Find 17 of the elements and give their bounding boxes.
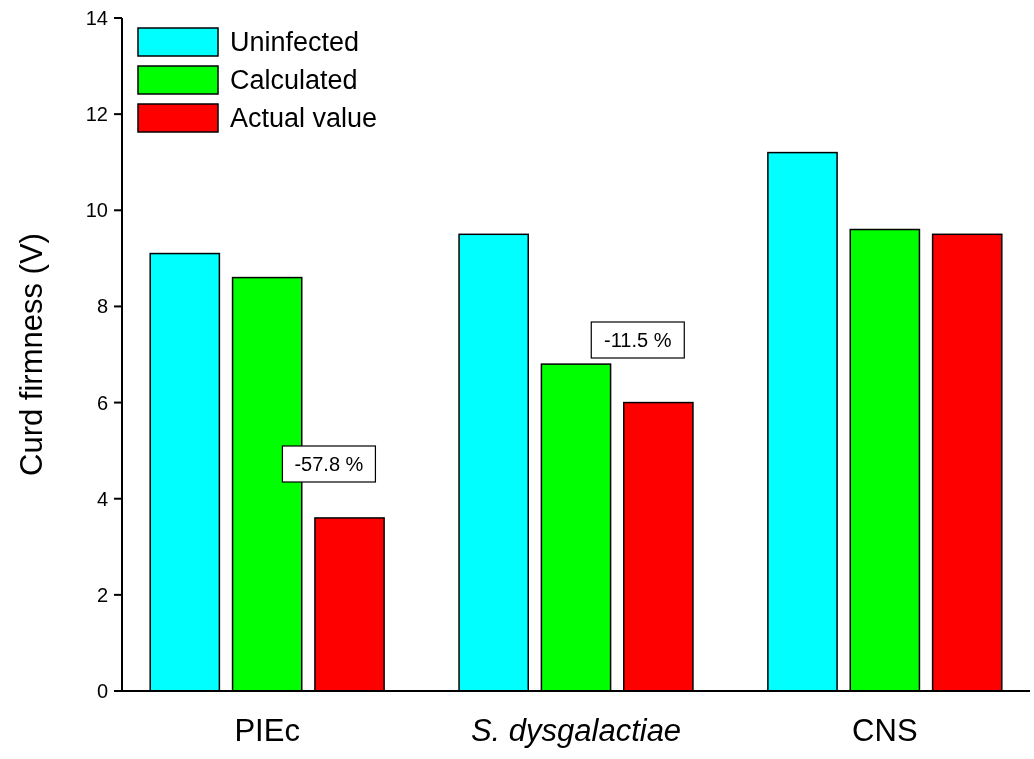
y-tick-label: 6 <box>96 391 108 414</box>
x-tick-label: PIEc <box>234 713 300 748</box>
annotation: -11.5 % <box>604 329 672 351</box>
legend-label: Calculated <box>230 65 358 96</box>
y-tick-label: 4 <box>96 487 108 510</box>
x-tick-label: CNS <box>852 713 918 748</box>
y-axis-title: Curd firmness (V) <box>14 233 49 476</box>
y-tick-label: 0 <box>96 680 108 702</box>
y-tick-label: 2 <box>96 583 108 606</box>
annotation: -57.8 % <box>294 453 364 475</box>
y-tick-label: 12 <box>85 103 108 126</box>
legend-label: Uninfected <box>230 27 360 58</box>
legend-label: Actual value <box>230 103 378 134</box>
y-tick-label: 8 <box>96 295 108 318</box>
x-tick-label: S. dysgalactiae <box>470 713 682 748</box>
y-tick-label: 10 <box>85 199 108 222</box>
y-tick-label: 14 <box>85 7 108 29</box>
